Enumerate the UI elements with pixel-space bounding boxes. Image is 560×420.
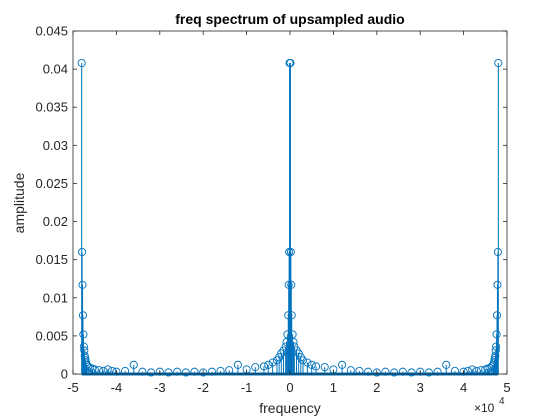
x-ticks: -5 -4 -3 -2 -1 0 1 2 3 4 5: [67, 31, 511, 395]
stem-marker: [381, 367, 390, 376]
x-tick-label: -1: [241, 380, 253, 395]
x-tick-label: 0: [286, 380, 293, 395]
stem-marker: [398, 367, 407, 376]
stem-marker: [364, 367, 373, 376]
stem-marker: [494, 58, 503, 68]
stem-marker: [84, 362, 93, 371]
stem-marker: [424, 368, 433, 377]
stem-marker: [79, 342, 88, 351]
stem-marker: [103, 365, 112, 374]
stem-marker: [442, 360, 451, 369]
stem-marker: [463, 366, 472, 376]
stem-marker: [294, 349, 303, 358]
x-exponent-base: ×10: [474, 401, 495, 415]
y-tick-label: 0.02: [43, 214, 68, 229]
y-ticks: 0 0.005 0.01 0.015 0.02 0.025 0.03 0.035 0.04 0.0…: [35, 24, 507, 382]
stem-marker: [99, 366, 108, 376]
stem-marker: [287, 311, 296, 320]
stem-marker: [450, 366, 459, 376]
stem-marker: [233, 360, 242, 369]
stem-marker: [433, 367, 442, 376]
stem-marker: [121, 366, 130, 376]
stem-marker: [303, 358, 312, 367]
stem-marker: [372, 368, 381, 377]
stem-marker: [164, 368, 173, 377]
stem-marker: [275, 353, 284, 362]
chart-title: freq spectrum of upsampled audio: [175, 11, 404, 27]
x-tick-label: 3: [417, 380, 424, 395]
stem-marker: [472, 366, 481, 376]
stem-marker: [112, 367, 121, 376]
stem-marker: [138, 367, 147, 376]
stem-marker: [307, 360, 316, 369]
stem-marker: [287, 280, 296, 289]
x-tick-label: 5: [503, 380, 510, 395]
stem-marker: [77, 58, 86, 68]
y-tick-label: 0: [61, 367, 68, 382]
stem-marker: [259, 362, 269, 371]
stem-marker: [298, 356, 308, 365]
stem-marker: [264, 360, 273, 369]
stem-marker: [199, 368, 208, 377]
stem-marker: [78, 280, 87, 289]
x-tick-label: -3: [154, 380, 166, 395]
stem-marker: [190, 367, 199, 376]
stem-marker: [290, 342, 299, 351]
x-tick-label: -2: [197, 380, 209, 395]
y-tick-label: 0.01: [43, 290, 68, 305]
x-axis-label: frequency: [259, 400, 320, 416]
stem-marker: [459, 367, 468, 376]
y-tick-label: 0.025: [35, 176, 68, 191]
stem-marker: [289, 337, 298, 347]
y-tick-label: 0.035: [35, 100, 68, 115]
stem-marker: [129, 360, 138, 369]
stem-marker: [181, 368, 190, 377]
x-exponent-label: ×10 4: [474, 396, 505, 415]
y-tick-label: 0.005: [35, 328, 68, 343]
y-axis-label: amplitude: [11, 172, 27, 233]
stem-marker: [416, 367, 425, 376]
y-tick-label: 0.04: [43, 62, 68, 77]
stem-marker: [251, 363, 260, 372]
stem-marker: [355, 366, 364, 376]
x-tick-label: -5: [67, 380, 79, 395]
stem-marker: [173, 367, 182, 376]
y-tick-label: 0.045: [35, 24, 68, 39]
stem-marker: [320, 363, 329, 372]
stem-marker: [311, 362, 321, 371]
y-tick-label: 0.03: [43, 138, 68, 153]
stem-marker: [216, 366, 225, 376]
x-tick-label: 2: [373, 380, 380, 395]
x-tick-label: 1: [330, 380, 337, 395]
stem-marker: [286, 247, 295, 257]
stem-marker: [207, 367, 216, 376]
stem-marker: [286, 58, 295, 68]
stem-marker: [147, 368, 156, 377]
stem-marker: [468, 365, 477, 374]
stem-marker: [79, 330, 88, 339]
stem-marker: [90, 365, 99, 374]
stem-marker: [108, 366, 117, 376]
stem-marker: [407, 368, 416, 377]
x-exponent-power: 4: [499, 396, 505, 407]
stem-marker: [155, 367, 164, 376]
stem-marker: [338, 360, 347, 369]
stem-marker: [78, 311, 88, 320]
stem-marker: [80, 346, 89, 355]
x-tick-label: -4: [111, 380, 123, 395]
stem-series: [77, 58, 503, 377]
y-tick-label: 0.015: [35, 252, 68, 267]
x-tick-label: 4: [460, 380, 467, 395]
stem-marker: [288, 330, 297, 339]
stem-marker: [78, 247, 87, 257]
stem-marker: [390, 368, 399, 377]
stem-marker: [268, 358, 277, 367]
